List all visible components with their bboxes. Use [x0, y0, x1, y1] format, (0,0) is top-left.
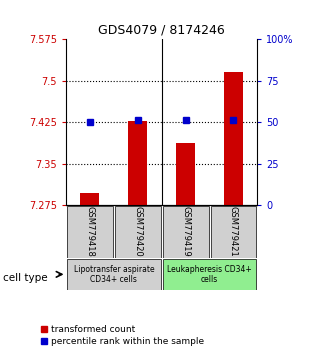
Bar: [128, 121, 148, 205]
Legend: transformed count, percentile rank within the sample: transformed count, percentile rank withi…: [38, 321, 208, 349]
Bar: [211, 206, 256, 258]
Bar: [115, 206, 161, 258]
Text: GSM779420: GSM779420: [133, 206, 142, 257]
Text: Lipotransfer aspirate
CD34+ cells: Lipotransfer aspirate CD34+ cells: [74, 265, 154, 284]
Text: GSM779418: GSM779418: [85, 206, 94, 257]
Title: GDS4079 / 8174246: GDS4079 / 8174246: [98, 23, 225, 36]
Bar: [67, 206, 113, 258]
Text: GSM779419: GSM779419: [181, 206, 190, 257]
Text: GSM779421: GSM779421: [229, 206, 238, 257]
Text: Leukapheresis CD34+
cells: Leukapheresis CD34+ cells: [167, 265, 252, 284]
Bar: [224, 72, 243, 205]
Bar: [81, 193, 100, 205]
Bar: [163, 206, 209, 258]
Bar: [163, 259, 256, 290]
Bar: [176, 143, 195, 205]
Bar: [67, 259, 161, 290]
Text: cell type: cell type: [3, 273, 48, 283]
